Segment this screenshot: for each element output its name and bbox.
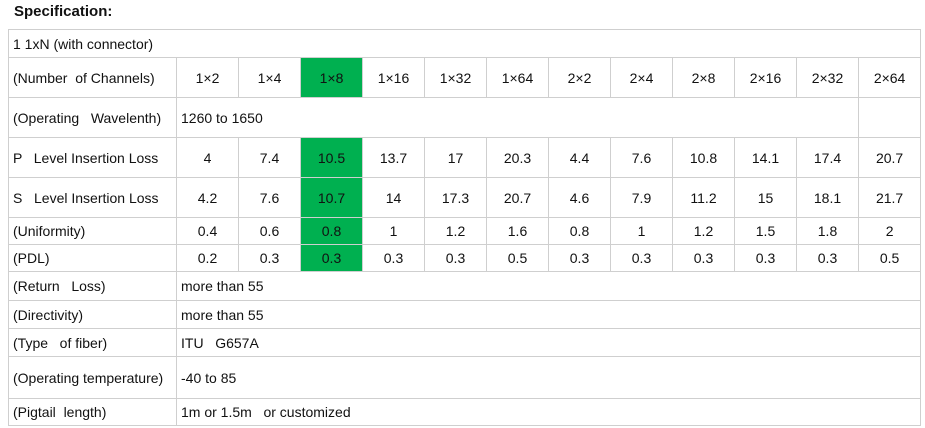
cell: 0.3 bbox=[238, 244, 301, 272]
cell: 0.3 bbox=[734, 244, 797, 272]
cell: 0.3 bbox=[610, 244, 673, 272]
cell: 4.6 bbox=[548, 177, 611, 218]
table-row: 1 1xN (with connector) bbox=[7, 29, 922, 58]
table-row: S Level Insertion Loss 4.2 7.6 10.7 14 17.3 20… bbox=[8, 177, 922, 218]
cell: 10.7 bbox=[300, 177, 363, 218]
cell: -40 to 85 bbox=[175, 356, 922, 399]
cell: 17.3 bbox=[424, 177, 487, 218]
cell: 2×64 bbox=[857, 57, 922, 98]
row-label: (PDL) bbox=[8, 244, 177, 272]
row-label: S Level Insertion Loss bbox=[8, 177, 177, 218]
cell: 21.7 bbox=[857, 177, 922, 218]
cell: 11.2 bbox=[672, 177, 735, 218]
cell: 18.1 bbox=[796, 177, 859, 218]
table-row: (Uniformity) 0.4 0.6 0.8 1 1.2 1.6 0.8 1 1.2 1.5 1.… bbox=[8, 217, 922, 245]
cell: 17.4 bbox=[796, 137, 859, 178]
cell: 0.3 bbox=[796, 244, 859, 272]
cell: 7.4 bbox=[238, 137, 301, 178]
cell: 1.6 bbox=[486, 217, 549, 245]
cell: 0.3 bbox=[424, 244, 487, 272]
cell: 15 bbox=[734, 177, 797, 218]
row-label: (Operating Wavelenth) bbox=[8, 97, 177, 138]
cell: 20.7 bbox=[857, 137, 922, 178]
cell: 20.3 bbox=[486, 137, 549, 178]
table-row: (Pigtail length) 1m or 1.5m or customized bbox=[8, 398, 922, 426]
table-row: (Return Loss) more than 55 bbox=[8, 271, 922, 301]
cell: 1×8 bbox=[300, 57, 363, 98]
row-label: (Pigtail length) bbox=[8, 398, 177, 426]
table-row: P Level Insertion Loss 4 7.4 10.5 13.7 17 20.3… bbox=[8, 137, 922, 178]
cell: 0.5 bbox=[486, 244, 549, 272]
cell: 2×2 bbox=[548, 57, 611, 98]
cell: 2 bbox=[857, 217, 922, 245]
cell: 7.6 bbox=[610, 137, 673, 178]
cell: 0.6 bbox=[238, 217, 301, 245]
cell: 14 bbox=[362, 177, 425, 218]
cell: 17 bbox=[424, 137, 487, 178]
cell: 4.2 bbox=[176, 177, 239, 218]
cell: 2×32 bbox=[796, 57, 859, 98]
row-label: (Return Loss) bbox=[8, 271, 177, 301]
cell: 0.3 bbox=[362, 244, 425, 272]
cell: 2×4 bbox=[610, 57, 673, 98]
cell: 2×8 bbox=[672, 57, 735, 98]
table-row: (Operating Wavelenth) 1260 to 1650 bbox=[8, 97, 922, 138]
row-label: (Operating temperature) bbox=[8, 356, 177, 399]
cell: ITU G657A bbox=[175, 328, 922, 357]
cell: 1×2 bbox=[176, 57, 239, 98]
cell: 0.3 bbox=[672, 244, 735, 272]
cell: 1×16 bbox=[362, 57, 425, 98]
cell: 1.2 bbox=[672, 217, 735, 245]
cell: 1×4 bbox=[238, 57, 301, 98]
spec-table: 1 1xN (with connector) (Number of Channel… bbox=[7, 29, 922, 426]
cell: more than 55 bbox=[175, 300, 922, 329]
cell: 1.8 bbox=[796, 217, 859, 245]
cell: 4 bbox=[176, 137, 239, 178]
cell: 0.8 bbox=[300, 217, 363, 245]
cell: 10.8 bbox=[672, 137, 735, 178]
row-label: (Uniformity) bbox=[8, 217, 177, 245]
cell: 1×32 bbox=[424, 57, 487, 98]
cell: 1.5 bbox=[734, 217, 797, 245]
table-row: (Directivity) more than 55 bbox=[8, 300, 922, 329]
empty-cell bbox=[857, 97, 922, 138]
cell: 1m or 1.5m or customized bbox=[175, 398, 922, 426]
cell: 0.8 bbox=[548, 217, 611, 245]
cell: more than 55 bbox=[175, 271, 922, 301]
cell: 13.7 bbox=[362, 137, 425, 178]
row-label: (Type of fiber) bbox=[8, 328, 177, 357]
cell: 0.5 bbox=[857, 244, 922, 272]
cell: 2×16 bbox=[734, 57, 797, 98]
cell: 10.5 bbox=[300, 137, 363, 178]
table-row: (Number of Channels) 1×2 1×4 1×8 1×16 1×32 1×6… bbox=[8, 57, 922, 98]
cell: 0.3 bbox=[300, 244, 363, 272]
cell: 4.4 bbox=[548, 137, 611, 178]
cell: 1 bbox=[610, 217, 673, 245]
cell: 0.2 bbox=[176, 244, 239, 272]
cell: 7.6 bbox=[238, 177, 301, 218]
cell: 7.9 bbox=[610, 177, 673, 218]
cell: 0.3 bbox=[548, 244, 611, 272]
cell: 1.2 bbox=[424, 217, 487, 245]
row-label: (Number of Channels) bbox=[8, 57, 177, 98]
row-label: (Directivity) bbox=[8, 300, 177, 329]
table-row: (PDL) 0.2 0.3 0.3 0.3 0.3 0.5 0.3 0.3 0.3 0.3 0.3 0.… bbox=[8, 244, 922, 272]
cell: 0.4 bbox=[176, 217, 239, 245]
cell: 1 bbox=[362, 217, 425, 245]
cell: 14.1 bbox=[734, 137, 797, 178]
table-row: (Type of fiber) ITU G657A bbox=[8, 328, 922, 357]
cell: 20.7 bbox=[486, 177, 549, 218]
cell: 1260 to 1650 bbox=[176, 97, 859, 138]
row-label: P Level Insertion Loss bbox=[8, 137, 177, 178]
table-row: (Operating temperature) -40 to 85 bbox=[8, 356, 922, 399]
title: Specification: bbox=[14, 3, 113, 20]
cell: 1×64 bbox=[486, 57, 549, 98]
row-label: 1 1xN (with connector) bbox=[7, 29, 922, 58]
